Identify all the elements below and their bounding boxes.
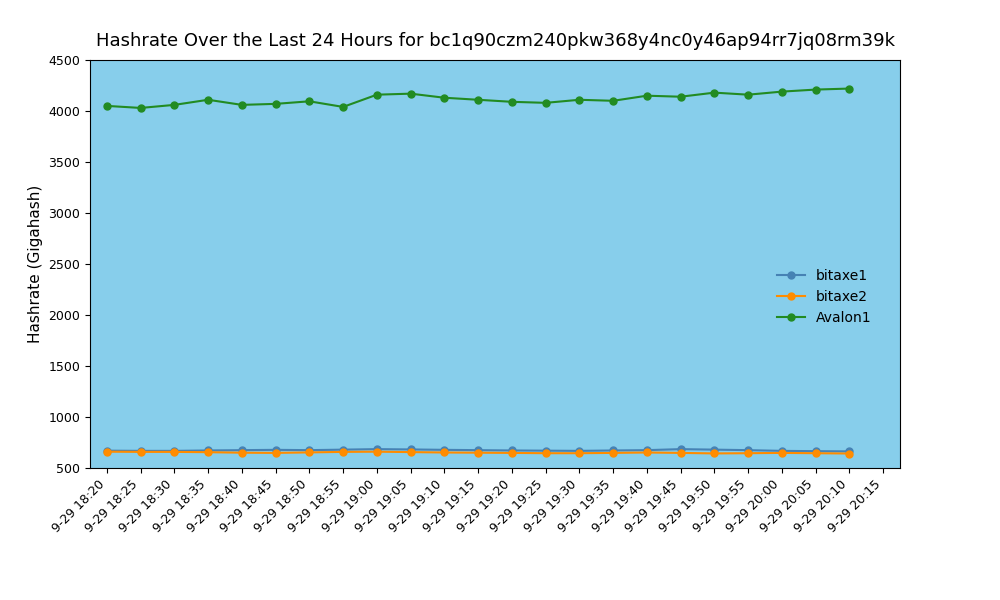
bitaxe2 <box>540 449 552 457</box>
bitaxe1 <box>776 447 788 454</box>
Avalon1 <box>303 98 315 105</box>
bitaxe1 <box>337 446 349 453</box>
Avalon1 <box>472 96 484 103</box>
bitaxe2 <box>405 448 417 455</box>
bitaxe2 <box>202 449 214 456</box>
Avalon1 <box>135 104 147 112</box>
Avalon1 <box>236 101 248 109</box>
bitaxe2 <box>438 449 450 456</box>
bitaxe1 <box>168 447 180 454</box>
bitaxe1 <box>506 447 518 454</box>
bitaxe2 <box>810 449 822 457</box>
Avalon1 <box>168 101 180 109</box>
bitaxe2 <box>776 449 788 457</box>
Avalon1 <box>506 98 518 106</box>
Avalon1 <box>405 90 417 97</box>
bitaxe1 <box>202 447 214 454</box>
bitaxe2 <box>135 448 147 455</box>
bitaxe1 <box>641 446 653 454</box>
bitaxe2 <box>742 449 754 457</box>
Avalon1 <box>641 92 653 99</box>
bitaxe2 <box>371 448 383 455</box>
bitaxe1 <box>438 446 450 454</box>
bitaxe2 <box>101 448 113 455</box>
Avalon1 <box>202 96 214 103</box>
bitaxe2 <box>708 450 720 457</box>
bitaxe2 <box>573 449 585 457</box>
bitaxe1 <box>405 446 417 453</box>
Line: bitaxe1: bitaxe1 <box>103 446 853 455</box>
Avalon1 <box>337 103 349 110</box>
bitaxe1 <box>540 447 552 454</box>
bitaxe1 <box>843 448 855 455</box>
Avalon1 <box>708 89 720 96</box>
bitaxe1 <box>742 446 754 454</box>
Line: bitaxe2: bitaxe2 <box>103 448 853 457</box>
bitaxe1 <box>472 446 484 454</box>
bitaxe2 <box>236 449 248 456</box>
Y-axis label: Hashrate (Gigahash): Hashrate (Gigahash) <box>28 185 43 343</box>
bitaxe2 <box>506 449 518 457</box>
Avalon1 <box>675 93 687 100</box>
bitaxe2 <box>472 449 484 456</box>
bitaxe1 <box>810 448 822 455</box>
bitaxe2 <box>641 449 653 456</box>
Avalon1 <box>101 102 113 109</box>
bitaxe1 <box>573 447 585 454</box>
Legend: bitaxe1, bitaxe2, Avalon1: bitaxe1, bitaxe2, Avalon1 <box>771 263 877 331</box>
bitaxe1 <box>135 447 147 454</box>
bitaxe1 <box>236 446 248 454</box>
Line: Avalon1: Avalon1 <box>103 85 853 112</box>
Title: Hashrate Over the Last 24 Hours for bc1q90czm240pkw368y4nc0y46ap94rr7jq08rm39k: Hashrate Over the Last 24 Hours for bc1q… <box>96 32 895 50</box>
bitaxe2 <box>675 449 687 457</box>
bitaxe2 <box>270 449 282 457</box>
Avalon1 <box>810 86 822 93</box>
bitaxe1 <box>270 446 282 454</box>
bitaxe1 <box>101 447 113 454</box>
Avalon1 <box>438 94 450 101</box>
Avalon1 <box>843 85 855 92</box>
bitaxe2 <box>607 449 619 457</box>
bitaxe2 <box>168 448 180 455</box>
Avalon1 <box>371 91 383 98</box>
bitaxe1 <box>708 446 720 453</box>
Avalon1 <box>540 99 552 106</box>
Avalon1 <box>270 100 282 107</box>
bitaxe1 <box>675 446 687 453</box>
bitaxe2 <box>337 448 349 455</box>
bitaxe2 <box>843 450 855 457</box>
Avalon1 <box>776 88 788 95</box>
bitaxe1 <box>607 447 619 454</box>
bitaxe1 <box>303 446 315 454</box>
Avalon1 <box>742 91 754 98</box>
Avalon1 <box>607 97 619 104</box>
bitaxe1 <box>371 446 383 453</box>
Avalon1 <box>573 96 585 103</box>
bitaxe2 <box>303 449 315 456</box>
